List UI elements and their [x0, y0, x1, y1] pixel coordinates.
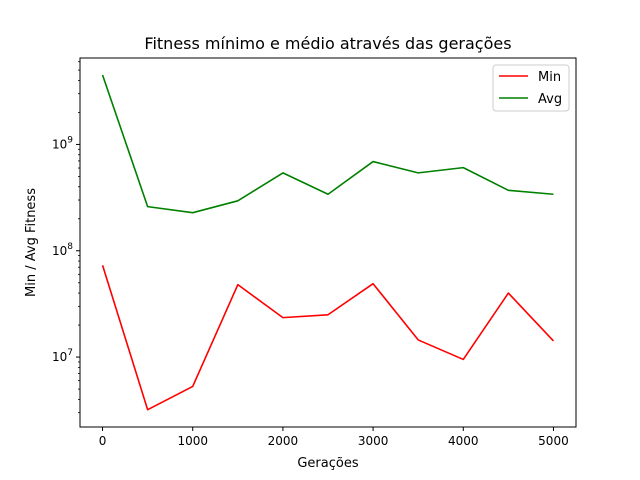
y-tick-label: 107	[52, 348, 73, 364]
y-tick-label: 108	[52, 242, 73, 258]
y-tick-base: 10	[52, 350, 67, 364]
x-axis-label: Gerações	[297, 456, 358, 471]
y-tick-base: 10	[52, 137, 67, 151]
series-line-min	[101, 265, 555, 411]
y-tick-exponent: 8	[67, 242, 73, 252]
legend-label: Avg	[538, 92, 562, 107]
series-line-avg	[101, 74, 554, 214]
y-tick-base: 10	[52, 244, 67, 258]
y-tick-exponent: 7	[67, 348, 73, 358]
x-tick-label: 5000	[538, 434, 569, 448]
x-tick-label: 0	[99, 434, 107, 448]
legend-label: Min	[538, 70, 561, 85]
x-tick-label: 1000	[177, 434, 208, 448]
legend: Min Avg	[492, 64, 570, 112]
chart-title: Fitness mínimo e médio através das geraç…	[144, 34, 511, 53]
x-axis: 0 1000 2000 3000 4000 5000	[99, 427, 569, 448]
y-axis-label: Min / Avg Fitness	[24, 188, 39, 297]
y-tick-exponent: 9	[67, 135, 73, 145]
y-tick-label: 109	[52, 135, 73, 151]
x-tick-label: 4000	[448, 434, 479, 448]
x-tick-label: 2000	[268, 434, 299, 448]
x-tick-label: 3000	[358, 434, 389, 448]
plot-frame	[79, 57, 577, 428]
series-lines	[101, 74, 555, 411]
